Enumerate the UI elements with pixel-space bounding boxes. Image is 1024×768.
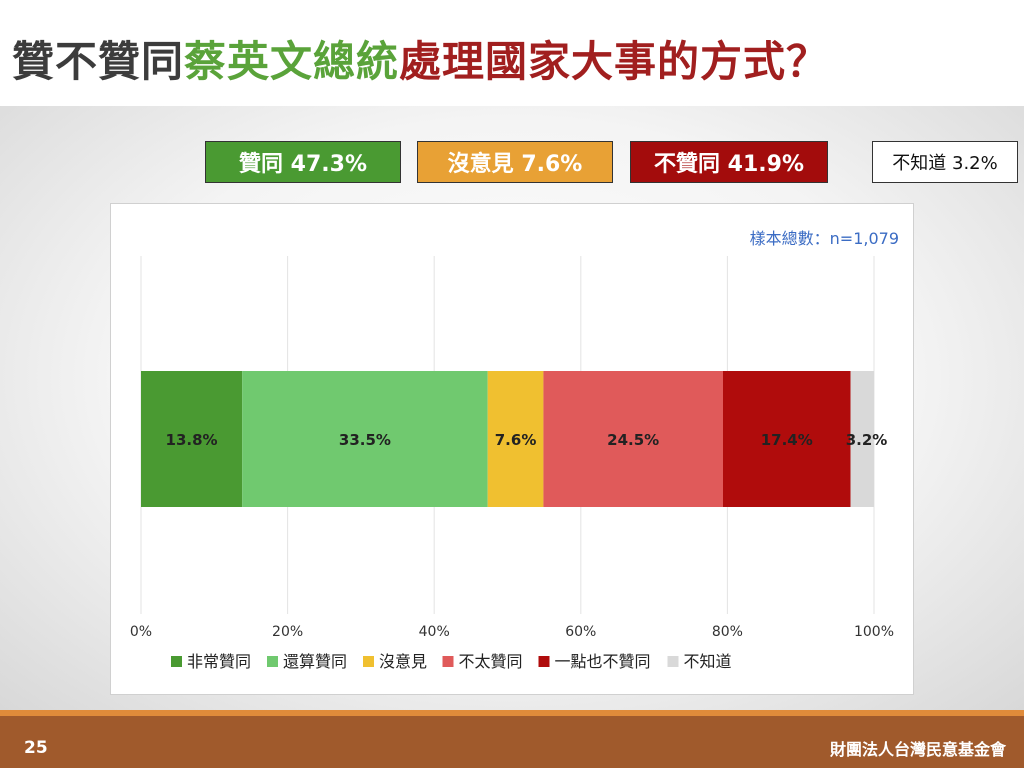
title-bar: 贊不贊同蔡英文總統處理國家大事的方式？ <box>0 0 1024 106</box>
x-tick-label: 100% <box>854 624 894 640</box>
summary-unknown-box: 不知道 3.2% <box>872 141 1018 183</box>
x-tick-label: 20% <box>272 624 303 640</box>
title-part-1: 贊不贊同 <box>12 37 185 86</box>
legend-swatch <box>667 656 679 667</box>
legend-label: 不知道 <box>684 652 732 671</box>
legend-swatch <box>267 656 278 667</box>
legend-swatch <box>363 656 374 667</box>
title-part-2: 蔡英文總統 <box>184 37 400 86</box>
chart-panel: 樣本總數：n=1,079 0% 20% 40% 60% 80% 100% 13.8% 33.5%… <box>110 203 914 695</box>
legend-swatch <box>442 656 454 667</box>
data-label: 7.6% <box>495 431 537 449</box>
bar-segment <box>141 371 243 507</box>
summary-no-opinion-box: 沒意見 7.6% <box>417 141 613 183</box>
page-number: 25 <box>24 738 48 758</box>
bar-segment <box>850 371 874 507</box>
summary-disagree-box: 不贊同 41.9% <box>630 141 828 183</box>
summary-agree-box: 贊同 47.3% <box>205 141 401 183</box>
sample-size-note: 樣本總數：n=1,079 <box>750 229 899 248</box>
legend-label: 沒意見 <box>379 652 427 671</box>
legend-label: 非常贊同 <box>187 652 251 671</box>
data-label: 24.5% <box>607 431 659 449</box>
legend-label: 一點也不贊同 <box>555 652 651 671</box>
page-title: 贊不贊同蔡英文總統處理國家大事的方式？ <box>12 28 829 89</box>
title-part-3: 處理國家大事的方式？ <box>399 37 830 86</box>
footer-bar: 25 財團法人台灣民意基金會 <box>0 710 1024 768</box>
legend-label: 還算贊同 <box>283 652 347 671</box>
legend-label: 不太贊同 <box>459 652 523 671</box>
bar-segment <box>543 371 724 507</box>
stacked-bar-chart: 樣本總數：n=1,079 0% 20% 40% 60% 80% 100% 13.8% 33.5%… <box>130 229 899 671</box>
bar-segment <box>723 371 851 507</box>
data-label: 13.8% <box>166 431 218 449</box>
organization-name: 財團法人台灣民意基金會 <box>829 740 1006 759</box>
x-tick-label: 60% <box>565 624 596 640</box>
x-tick-label: 80% <box>712 624 743 640</box>
legend-swatch <box>171 656 182 667</box>
x-tick-label: 0% <box>130 624 152 640</box>
data-label: 3.2% <box>846 431 888 449</box>
bar-segment <box>487 371 544 507</box>
data-label: 17.4% <box>761 431 813 449</box>
x-tick-label: 40% <box>419 624 450 640</box>
legend-swatch <box>538 656 550 667</box>
data-label: 33.5% <box>339 431 391 449</box>
bar-segment <box>242 371 488 507</box>
